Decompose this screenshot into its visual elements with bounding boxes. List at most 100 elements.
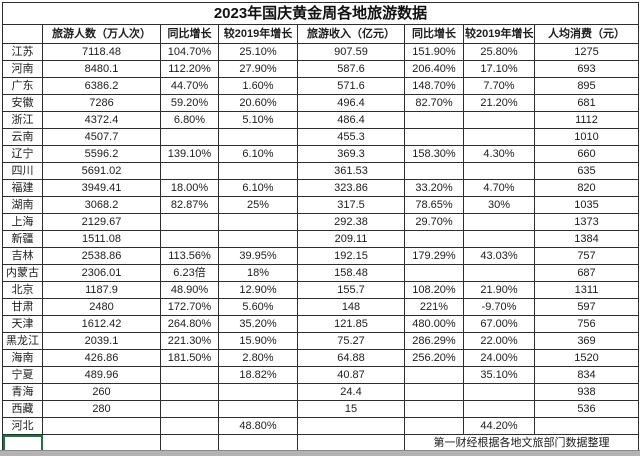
- province-cell[interactable]: 宁夏: [2, 366, 43, 384]
- table-cell[interactable]: [404, 264, 464, 282]
- table-cell[interactable]: 112.20%: [160, 60, 219, 78]
- table-cell[interactable]: 757: [534, 247, 639, 265]
- table-cell[interactable]: [404, 417, 464, 435]
- table-cell[interactable]: 24.4: [297, 383, 405, 401]
- table-cell[interactable]: 18.82%: [218, 366, 298, 384]
- table-cell[interactable]: 1112: [534, 111, 639, 129]
- table-cell[interactable]: 35.10%: [463, 366, 535, 384]
- source-note-cell[interactable]: 第一财经根据各地文旅部门数据整理: [404, 434, 639, 452]
- table-cell[interactable]: 17.10%: [463, 60, 535, 78]
- table-cell[interactable]: 6.23倍: [160, 264, 219, 282]
- table-cell[interactable]: 155.7: [297, 281, 405, 299]
- table-cell[interactable]: 907.59: [297, 43, 405, 61]
- table-cell[interactable]: 5691.02: [42, 162, 161, 180]
- table-cell[interactable]: 6386.2: [42, 77, 161, 95]
- table-cell[interactable]: [463, 162, 535, 180]
- table-cell[interactable]: 2.80%: [218, 349, 298, 367]
- table-cell[interactable]: 4372.4: [42, 111, 161, 129]
- table-cell[interactable]: 25%: [218, 196, 298, 214]
- table-cell[interactable]: 48.90%: [160, 281, 219, 299]
- table-cell[interactable]: [297, 434, 405, 452]
- table-cell[interactable]: 2306.01: [42, 264, 161, 282]
- table-cell[interactable]: 681: [534, 94, 639, 112]
- table-cell[interactable]: [534, 417, 639, 435]
- table-cell[interactable]: 6.10%: [218, 179, 298, 197]
- table-cell[interactable]: 35.20%: [218, 315, 298, 333]
- table-cell[interactable]: 108.20%: [404, 281, 464, 299]
- table-cell[interactable]: 256.20%: [404, 349, 464, 367]
- table-cell[interactable]: 172.70%: [160, 298, 219, 316]
- table-cell[interactable]: 587.6: [297, 60, 405, 78]
- table-cell[interactable]: 4507.7: [42, 128, 161, 146]
- table-cell[interactable]: -9.70%: [463, 298, 535, 316]
- table-cell[interactable]: 121.85: [297, 315, 405, 333]
- table-cell[interactable]: 221%: [404, 298, 464, 316]
- table-cell[interactable]: [404, 366, 464, 384]
- table-cell[interactable]: 82.87%: [160, 196, 219, 214]
- column-header[interactable]: 同比增长: [404, 24, 464, 44]
- table-title[interactable]: 2023年国庆黄金周各地旅游数据: [2, 2, 639, 25]
- table-cell[interactable]: 5.60%: [218, 298, 298, 316]
- table-cell[interactable]: [218, 162, 298, 180]
- table-cell[interactable]: 158.30%: [404, 145, 464, 163]
- table-cell[interactable]: 15.90%: [218, 332, 298, 350]
- table-cell[interactable]: 64.88: [297, 349, 405, 367]
- table-cell[interactable]: 286.29%: [404, 332, 464, 350]
- province-cell[interactable]: 辽宁: [2, 145, 43, 163]
- table-cell[interactable]: 938: [534, 383, 639, 401]
- province-cell[interactable]: 北京: [2, 281, 43, 299]
- table-cell[interactable]: [463, 128, 535, 146]
- table-cell[interactable]: 7.70%: [463, 77, 535, 95]
- table-cell[interactable]: 148.70%: [404, 77, 464, 95]
- province-cell[interactable]: 云南: [2, 128, 43, 146]
- table-cell[interactable]: 82.70%: [404, 94, 464, 112]
- table-cell[interactable]: 44.20%: [463, 417, 535, 435]
- table-cell[interactable]: 2039.1: [42, 332, 161, 350]
- table-cell[interactable]: 25.80%: [463, 43, 535, 61]
- table-cell[interactable]: 75.27: [297, 332, 405, 350]
- table-cell[interactable]: [404, 128, 464, 146]
- selected-cell[interactable]: [2, 434, 43, 452]
- table-cell[interactable]: [404, 230, 464, 248]
- column-header[interactable]: 较2019年增长: [463, 24, 535, 44]
- table-cell[interactable]: [297, 417, 405, 435]
- table-cell[interactable]: [463, 264, 535, 282]
- table-cell[interactable]: 59.20%: [160, 94, 219, 112]
- table-cell[interactable]: 1275: [534, 43, 639, 61]
- table-cell[interactable]: 27.90%: [218, 60, 298, 78]
- table-cell[interactable]: [218, 383, 298, 401]
- province-cell[interactable]: 四川: [2, 162, 43, 180]
- table-cell[interactable]: [218, 213, 298, 231]
- table-cell[interactable]: 179.29%: [404, 247, 464, 265]
- table-cell[interactable]: 22.00%: [463, 332, 535, 350]
- column-header[interactable]: 同比增长: [160, 24, 219, 44]
- province-cell[interactable]: 内蒙古: [2, 264, 43, 282]
- table-cell[interactable]: [160, 128, 219, 146]
- table-cell[interactable]: [218, 434, 298, 452]
- table-cell[interactable]: 489.96: [42, 366, 161, 384]
- table-cell[interactable]: 455.3: [297, 128, 405, 146]
- province-cell[interactable]: 天津: [2, 315, 43, 333]
- table-cell[interactable]: 1384: [534, 230, 639, 248]
- table-cell[interactable]: 44.70%: [160, 77, 219, 95]
- table-cell[interactable]: [160, 230, 219, 248]
- table-cell[interactable]: 15: [297, 400, 405, 418]
- table-cell[interactable]: 317.5: [297, 196, 405, 214]
- province-cell[interactable]: 甘肃: [2, 298, 43, 316]
- table-cell[interactable]: 480.00%: [404, 315, 464, 333]
- table-cell[interactable]: 1520: [534, 349, 639, 367]
- table-cell[interactable]: 206.40%: [404, 60, 464, 78]
- table-cell[interactable]: 30%: [463, 196, 535, 214]
- table-cell[interactable]: 33.20%: [404, 179, 464, 197]
- table-cell[interactable]: 5596.2: [42, 145, 161, 163]
- province-cell[interactable]: 上海: [2, 213, 43, 231]
- column-header[interactable]: [2, 24, 43, 44]
- table-cell[interactable]: 4.30%: [463, 145, 535, 163]
- table-cell[interactable]: 369.3: [297, 145, 405, 163]
- table-cell[interactable]: [160, 383, 219, 401]
- province-cell[interactable]: 黑龙江: [2, 332, 43, 350]
- table-cell[interactable]: 369: [534, 332, 639, 350]
- table-cell[interactable]: [404, 111, 464, 129]
- table-cell[interactable]: 2480: [42, 298, 161, 316]
- table-cell[interactable]: 8480.1: [42, 60, 161, 78]
